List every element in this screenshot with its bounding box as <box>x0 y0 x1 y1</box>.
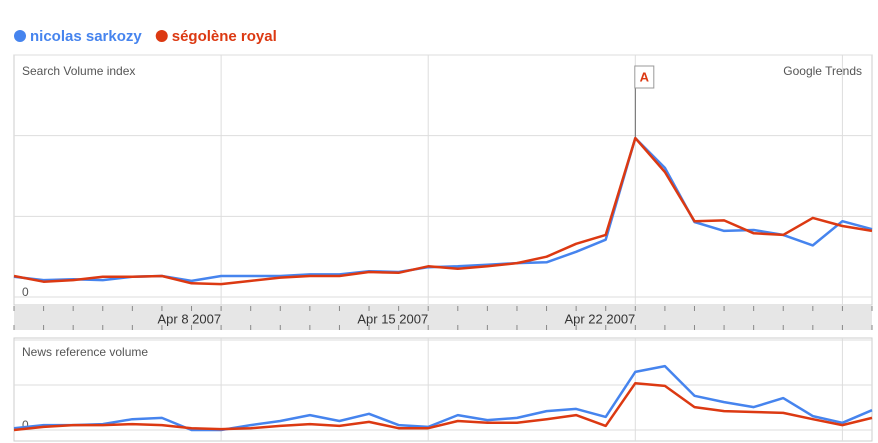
series-line <box>13 381 873 432</box>
y-tick-label: 0 <box>22 285 29 299</box>
annotation-label: A <box>640 69 650 84</box>
x-tick-label: Apr 22 2007 <box>564 311 635 326</box>
legend-swatch <box>155 30 168 42</box>
brand: Google Trends <box>783 64 862 78</box>
plot-frame <box>13 54 873 306</box>
chart-title: News reference volume <box>22 345 148 359</box>
series-line <box>13 364 873 432</box>
legend-label: ségolène royal <box>172 28 277 45</box>
annotation-flag <box>634 65 655 89</box>
x-tick-label: Apr 15 2007 <box>357 311 428 326</box>
x-tick-label: Apr 8 2007 <box>157 311 221 326</box>
date-band <box>14 306 872 330</box>
series-line <box>13 136 873 286</box>
legend-label: nicolas sarkozy <box>30 28 142 45</box>
y-tick-label: 0 <box>22 418 29 432</box>
legend-swatch <box>14 30 26 42</box>
chart-title: Search Volume index <box>22 64 135 78</box>
